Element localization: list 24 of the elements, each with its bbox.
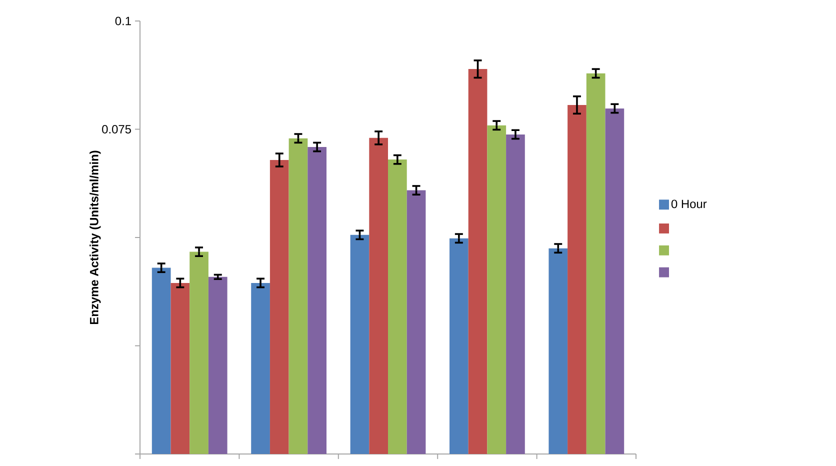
bar <box>388 160 407 454</box>
bar <box>270 160 289 454</box>
y-tick-label: 0.075 <box>102 125 131 134</box>
bar <box>605 108 624 454</box>
bar <box>406 190 426 454</box>
bar <box>208 276 228 454</box>
bar <box>450 238 468 454</box>
legend-label: 0 Hour <box>671 200 707 208</box>
bar <box>468 69 488 454</box>
bar <box>506 134 525 454</box>
bar <box>487 125 506 454</box>
bar <box>586 73 606 454</box>
bar <box>288 138 308 454</box>
bar <box>308 147 326 454</box>
bar <box>190 252 208 454</box>
y-axis-title: Enzyme Activity (Units/ml/min) <box>90 150 101 324</box>
bar <box>350 234 370 454</box>
bar <box>152 268 171 454</box>
bar <box>170 282 190 454</box>
y-tick-label: 0.1 <box>115 16 131 26</box>
bar <box>548 248 568 454</box>
bar <box>251 282 270 454</box>
bar <box>369 138 388 454</box>
bar <box>568 104 586 454</box>
